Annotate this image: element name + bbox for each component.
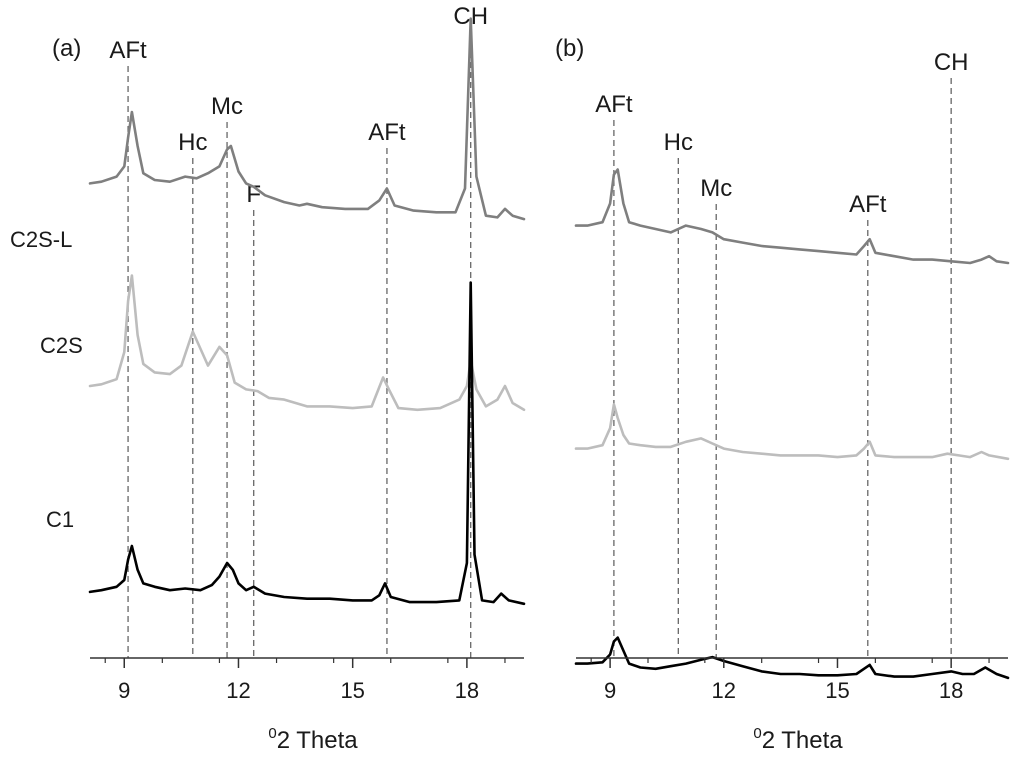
x-tick-label: 12 (712, 678, 736, 703)
sample-label-c1: C1 (46, 507, 74, 532)
series-line-c1 (88, 281, 526, 606)
x-tick-label: 18 (455, 678, 479, 703)
peak-label-aft: AFt (109, 37, 147, 64)
peak-label-aft: AFt (368, 119, 406, 146)
panel-label: (b) (555, 35, 584, 62)
peak-label-f: F (246, 181, 261, 208)
series-line-top (574, 168, 1010, 265)
series-line-bottom (574, 636, 1010, 680)
x-tick-label: 9 (118, 678, 130, 703)
x-tick-label: 15 (340, 678, 364, 703)
sample-label-c2s-l: C2S-L (10, 227, 72, 252)
xrd-panel-b: AFt Hc Mc AFt CH (b) 9 12 15 18 02 Theta (555, 35, 1010, 754)
peak-label-hc: Hc (664, 129, 693, 156)
peak-label-ch: CH (934, 49, 969, 76)
series-line-middle (574, 403, 1010, 461)
panel-label: (a) (52, 35, 81, 62)
peak-label-aft: AFt (849, 191, 887, 218)
sample-label-c2s: C2S (40, 333, 83, 358)
x-tick-label: 18 (939, 678, 963, 703)
x-tick-label: 12 (226, 678, 250, 703)
x-tick-label: 9 (604, 678, 616, 703)
peak-label-mc: Mc (211, 93, 243, 120)
x-axis-title: 02 Theta (268, 725, 358, 754)
x-tick-label: 15 (825, 678, 849, 703)
series-line-c2s-l (88, 17, 526, 221)
peak-label-mc: Mc (700, 175, 732, 202)
series-line-c2s (88, 274, 526, 412)
peak-label-hc: Hc (178, 129, 207, 156)
x-axis-title: 02 Theta (753, 725, 843, 754)
peak-label-aft: AFt (595, 91, 633, 118)
